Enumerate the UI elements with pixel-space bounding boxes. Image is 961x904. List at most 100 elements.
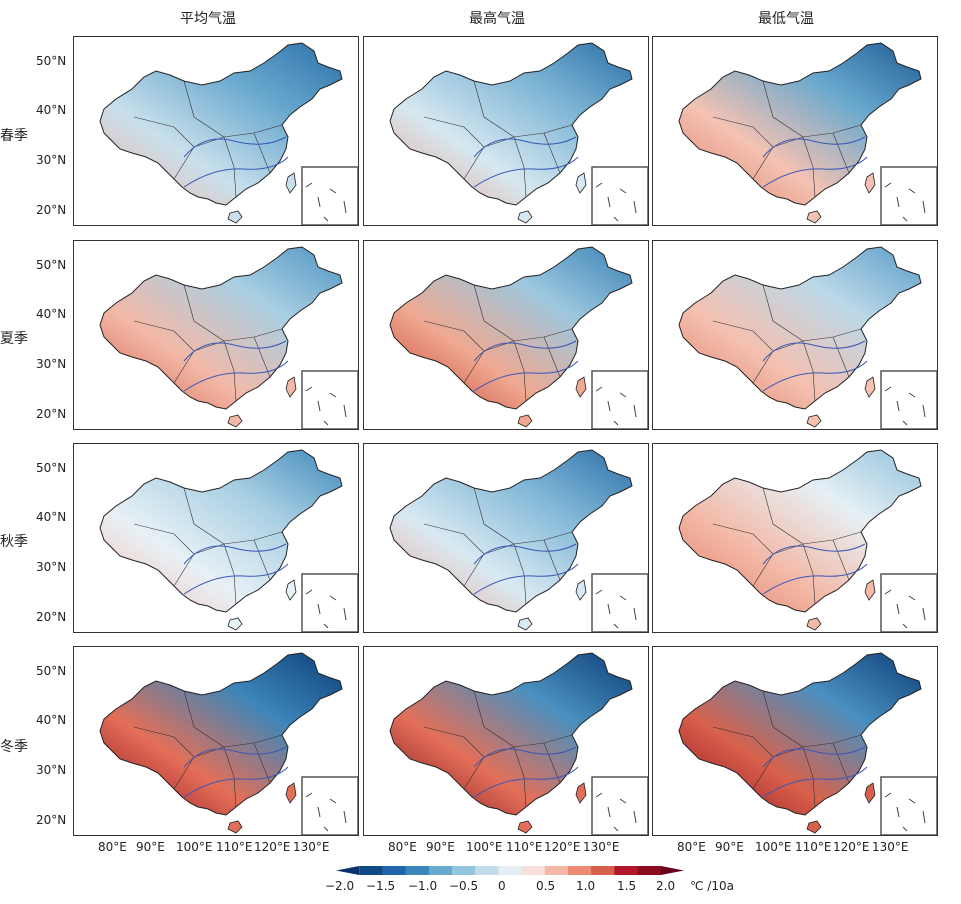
province-border (712, 320, 774, 352)
colorbar-segment (452, 866, 476, 875)
province-border (513, 543, 527, 605)
lat-tick-label: 30°N (36, 357, 67, 371)
trend-map (99, 449, 358, 632)
colorbar-tick-label: 2.0 (656, 879, 676, 893)
trend-map (99, 42, 358, 225)
lat-tick-label: 40°N (36, 103, 67, 117)
row-label-summer: 夏季 (0, 331, 28, 347)
province-border (133, 320, 195, 352)
province-border (133, 523, 195, 555)
colorbar-segment (521, 866, 546, 875)
province-border (802, 136, 816, 198)
island (517, 820, 533, 834)
island (517, 617, 533, 631)
south-china-sea-inset (301, 776, 358, 835)
province-border (802, 746, 816, 808)
nine-dash-line (305, 386, 347, 426)
lon-tick-label: 80°E (98, 840, 127, 854)
colorbar-tick-label: 1.0 (576, 879, 596, 893)
south-china-sea-inset (301, 166, 358, 225)
province-border (473, 690, 515, 748)
river (473, 543, 577, 565)
china-outline (389, 449, 633, 613)
province-border (762, 284, 804, 342)
south-china-sea-inset (880, 573, 937, 632)
river (183, 766, 289, 798)
island (285, 376, 297, 398)
colorbar-segment (591, 866, 615, 875)
lat-tick-label: 30°N (36, 560, 67, 574)
china-outline (99, 449, 343, 613)
colorbar-tick-label: −0.5 (449, 879, 479, 893)
island (575, 782, 587, 804)
lat-tick-label: 50°N (36, 664, 67, 678)
colorbar-segment (475, 866, 499, 875)
island (864, 172, 876, 194)
lon-tick-label: 90°E (136, 840, 165, 854)
col-title-max: 最高气温 (469, 11, 525, 27)
lat-tick-label: 40°N (36, 510, 67, 524)
colorbar-tick-label: 0.5 (536, 879, 556, 893)
trend-map (678, 42, 937, 225)
province-border (802, 340, 816, 402)
island (285, 782, 297, 804)
colorbar-segment (637, 866, 662, 875)
river (762, 543, 866, 565)
lon-tick-label: 120°E (544, 840, 581, 854)
island (517, 414, 533, 428)
nine-dash-line (595, 386, 637, 426)
island (227, 210, 243, 224)
river (762, 136, 866, 158)
lon-tick-label: 90°E (715, 840, 744, 854)
south-china-sea-inset (591, 573, 648, 632)
colorbar-segment (544, 866, 569, 875)
province-border (712, 116, 774, 148)
province-border (543, 336, 561, 378)
colorbar-segment (660, 866, 684, 875)
lat-tick-label: 20°N (36, 610, 67, 624)
lon-tick-label: 100°E (176, 840, 213, 854)
trend-map (678, 652, 937, 835)
province-border (513, 136, 527, 198)
province-border (183, 690, 225, 748)
south-china-sea-inset (880, 166, 937, 225)
nine-dash-line (595, 182, 637, 222)
trend-map (389, 652, 648, 835)
lon-tick-label: 100°E (466, 840, 503, 854)
province-border (543, 742, 561, 784)
island (864, 579, 876, 601)
row-label-winter: 冬季 (0, 739, 28, 755)
island (575, 172, 587, 194)
island (575, 579, 587, 601)
province-border (223, 136, 237, 198)
province-border (473, 80, 515, 138)
province-border (223, 340, 237, 402)
province-border (762, 80, 804, 138)
lat-tick-label: 30°N (36, 763, 67, 777)
colorbar-segment (359, 866, 383, 875)
lon-tick-label: 110°E (216, 840, 253, 854)
river (183, 563, 289, 595)
river (183, 156, 289, 188)
river (762, 340, 866, 362)
map-panel (363, 443, 649, 633)
china-outline (389, 652, 633, 816)
province-border (253, 132, 271, 174)
lon-tick-label: 80°E (677, 840, 706, 854)
province-border (183, 80, 225, 138)
trend-map (99, 246, 358, 429)
river (473, 360, 579, 392)
province-border (183, 284, 225, 342)
south-china-sea-inset (301, 573, 358, 632)
trend-map (389, 449, 648, 632)
river (473, 563, 579, 595)
lon-tick-label: 100°E (755, 840, 792, 854)
river (473, 746, 577, 768)
colorbar-tick-label: −2.0 (325, 879, 355, 893)
lat-tick-label: 50°N (36, 258, 67, 272)
nine-dash-line (595, 792, 637, 832)
nine-dash-line (305, 182, 347, 222)
river (183, 543, 287, 565)
colorbar-unit: ℃ /10a (690, 879, 734, 893)
lat-tick-label: 50°N (36, 461, 67, 475)
